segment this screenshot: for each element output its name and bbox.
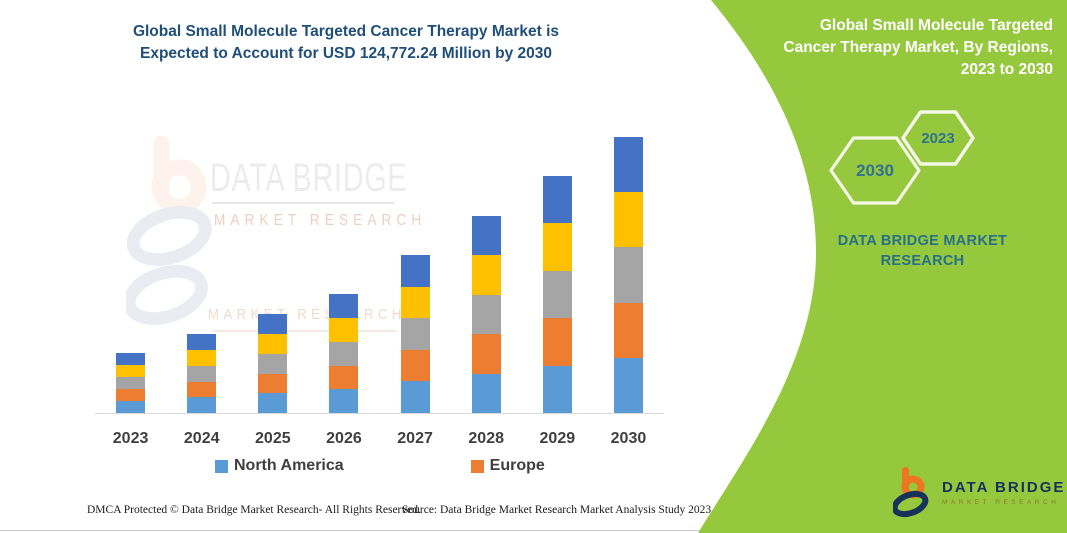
- page-title: Global Small Molecule Targeted Cancer Th…: [40, 21, 652, 65]
- brand-tagline: MARKET RESEARCH: [942, 498, 1060, 506]
- bar-segment-unlabeled-dark-blue: [258, 314, 288, 335]
- bar-segment-unlabeled-yellow: [116, 365, 146, 377]
- bar-segment-unlabeled-yellow: [542, 223, 572, 271]
- bar-segment-unlabeled-dark-blue: [613, 136, 643, 192]
- side-panel-title: Global Small Molecule Targeted Cancer Th…: [723, 15, 1053, 81]
- bar-segment-europe: [613, 302, 643, 358]
- bar-segment-unlabeled-dark-blue: [471, 215, 501, 256]
- bar-segment-north-america: [187, 397, 217, 413]
- x-axis-line: [95, 413, 664, 414]
- x-axis-label-2023: 2023: [112, 430, 149, 447]
- bar-segment-unlabeled-yellow: [471, 255, 501, 295]
- brand-caption: DATA BRIDGE MARKET RESEARCH: [837, 233, 1008, 269]
- stacked-bar-2028: [471, 215, 501, 413]
- legend-item-north-america: North America: [215, 457, 344, 475]
- hexagon-2030-outline-icon: [829, 136, 921, 205]
- x-axis-label-2026: 2026: [326, 430, 362, 447]
- footer-source: Source: Data Bridge Market Research Mark…: [402, 504, 712, 516]
- bar-segment-europe: [400, 349, 430, 382]
- x-axis-label-2025: 2025: [255, 430, 291, 447]
- hexagon-2023-outline-icon: [901, 110, 975, 166]
- stacked-bar-2024: [187, 334, 217, 413]
- bar-segment-unlabeled-gray: [613, 247, 643, 303]
- legend-item-europe: Europe: [470, 457, 545, 475]
- x-axis-label-2024: 2024: [183, 430, 220, 447]
- page-title-line2: Expected to Account for USD 124,772.24 M…: [139, 45, 553, 62]
- side-panel-title-line2: Cancer Therapy Market, By Regions,: [783, 39, 1053, 56]
- bar-segment-unlabeled-yellow: [187, 350, 217, 366]
- bar-segment-north-america: [542, 365, 572, 413]
- stacked-bar-2025: [258, 314, 288, 413]
- bar-column-2025: [237, 130, 308, 413]
- chart-legend: North America Europe: [215, 457, 545, 475]
- x-axis-label-2027: 2027: [397, 430, 433, 447]
- stacked-bar-2027: [400, 255, 430, 413]
- bar-segment-unlabeled-gray: [116, 377, 146, 389]
- bar-segment-north-america: [258, 393, 288, 413]
- bar-column-2026: [308, 130, 379, 413]
- bar-column-2024: [166, 130, 237, 413]
- bar-segment-unlabeled-gray: [187, 365, 217, 382]
- data-bridge-logo-icon: [893, 467, 929, 518]
- legend-swatch-europe: [470, 459, 484, 473]
- page-title-line1: Global Small Molecule Targeted Cancer Th…: [132, 23, 560, 40]
- legend-swatch-north-america: [215, 459, 228, 473]
- x-axis-label-2028: 2028: [468, 430, 504, 447]
- brand-logo: DATA BRIDGE MARKET RESEARCH: [893, 466, 1065, 518]
- legend-label-europe: Europe: [489, 457, 545, 474]
- bar-segment-north-america: [471, 373, 501, 413]
- hexagon-2023: 2023: [901, 110, 975, 166]
- x-axis-label-2030: 2030: [610, 430, 647, 447]
- bar-segment-unlabeled-gray: [329, 341, 359, 366]
- bar-segment-unlabeled-dark-blue: [187, 334, 217, 351]
- side-panel-title-line1: Global Small Molecule Targeted: [819, 17, 1053, 34]
- bar-segment-unlabeled-yellow: [258, 334, 288, 354]
- bar-column-2028: [451, 130, 522, 413]
- brand-name: DATA BRIDGE: [942, 478, 1066, 496]
- bar-segment-unlabeled-dark-blue: [329, 294, 359, 319]
- bar-column-2030: [593, 130, 664, 413]
- stacked-bar-2029: [542, 175, 572, 413]
- footer-dmca: DMCA Protected © Data Bridge Market Rese…: [87, 504, 421, 516]
- bar-segment-unlabeled-dark-blue: [116, 353, 146, 365]
- bar-segment-unlabeled-yellow: [613, 192, 643, 248]
- hexagon-2030: 2030: [829, 136, 921, 205]
- bar-segment-europe: [258, 373, 288, 394]
- x-axis-label-2029: 2029: [539, 430, 576, 447]
- legend-label-north-america: North America: [234, 457, 344, 474]
- bar-segment-europe: [471, 334, 501, 374]
- bar-segment-unlabeled-yellow: [400, 286, 430, 319]
- bar-segment-unlabeled-gray: [471, 294, 501, 335]
- stacked-bar-2023: [116, 353, 146, 413]
- bar-segment-unlabeled-gray: [258, 353, 288, 374]
- bar-segment-europe: [187, 381, 217, 398]
- bar-segment-north-america: [400, 381, 430, 413]
- hexagon-2030-label: 2030: [856, 160, 894, 180]
- bar-segment-unlabeled-gray: [542, 270, 572, 319]
- bar-segment-europe: [329, 365, 359, 390]
- bar-segment-europe: [116, 389, 146, 401]
- bar-segment-unlabeled-yellow: [329, 318, 359, 342]
- bar-column-2023: [95, 130, 166, 413]
- bar-segment-north-america: [116, 401, 146, 413]
- bottom-divider: [0, 530, 1067, 531]
- bar-segment-europe: [542, 318, 572, 366]
- plot-area: [95, 130, 664, 413]
- bar-segment-north-america: [613, 357, 643, 413]
- stacked-bar-2030: [613, 136, 643, 413]
- bar-segment-unlabeled-gray: [400, 318, 430, 350]
- bar-segment-unlabeled-dark-blue: [400, 255, 430, 287]
- x-axis-labels: 2023 2024 2025 2026 2027 2028 2029 2030: [95, 430, 664, 448]
- bar-segment-unlabeled-dark-blue: [542, 175, 572, 224]
- bar-segment-north-america: [329, 389, 359, 413]
- bar-column-2027: [380, 130, 451, 413]
- brand-text: DATA BRIDGE MARKET RESEARCH: [942, 479, 1065, 506]
- bar-column-2029: [522, 130, 593, 413]
- stacked-bar-2026: [329, 294, 359, 413]
- side-panel-title-line3: 2023 to 2030: [960, 61, 1053, 78]
- hexagon-2023-label: 2023: [921, 129, 955, 147]
